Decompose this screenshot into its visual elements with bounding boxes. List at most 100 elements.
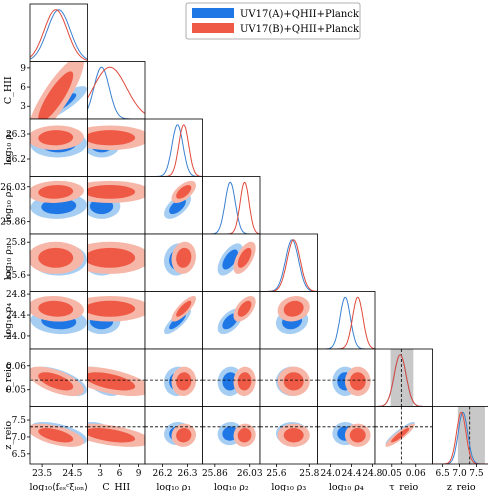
panel-4-3 [202, 234, 260, 292]
x-tick-label: 26.3 [177, 469, 197, 479]
contour-b-68 [237, 247, 252, 268]
panel-4-0 [30, 234, 88, 292]
y-axis-label--reio: τ_reio [3, 363, 14, 392]
x-tick-label: 24.5 [62, 469, 82, 479]
panel-bg [145, 119, 203, 177]
y-tick-label: 25.86 [0, 218, 26, 228]
marginal-b [145, 124, 203, 177]
corner-plot-panels: 23.5 24.5 log₁₀⟨fₑₛᶜξᵢₒₙ⟩ 3 6 9 C_HII 26.2 26.3 l… [0, 3, 488, 491]
y-tick-label: 25.8 [6, 238, 26, 248]
marginal-b [30, 9, 88, 61]
panel-frame [432, 406, 488, 465]
contour-b-68 [38, 372, 74, 391]
legend-swatch-series-a [192, 8, 234, 18]
contour-b-68 [87, 300, 136, 317]
contour-b-68 [283, 428, 304, 443]
x-axis-label--reio: τ_reio [389, 482, 418, 491]
panel-7-1 [87, 406, 145, 464]
y-tick-label: 24.8 [6, 290, 26, 300]
contour-b-68 [237, 300, 252, 317]
contour-b-68 [38, 130, 74, 146]
legend-swatch-series-b [192, 23, 234, 33]
contour-b-68 [87, 185, 136, 199]
contour-b-68 [38, 428, 74, 443]
contour-b-68 [176, 428, 192, 443]
y-tick-label: 24.4 [6, 311, 26, 321]
y-tick-label: 7.5 [12, 416, 27, 426]
y-tick-label: 7.0 [12, 433, 27, 443]
contour-b-68 [87, 428, 136, 443]
contour-a-68 [222, 249, 239, 270]
panel-7-7 [432, 406, 488, 464]
panel-2-1 [87, 119, 145, 177]
panel-3-1 [87, 176, 145, 234]
panel-7-3 [202, 406, 260, 464]
panel-6-3 [202, 349, 260, 407]
x-axis-label-log-: log₁₀ ρ₄ [329, 482, 364, 491]
marginal-b [202, 181, 260, 234]
panel-5-5 [317, 291, 375, 349]
y-tick-label: 9 [20, 64, 26, 74]
x-tick-label: 3 [97, 469, 103, 479]
panel-6-5 [317, 349, 375, 407]
contour-b-68 [349, 372, 366, 391]
x-axis-label-log-f-: log₁₀⟨fₑₛᶜξᵢₒₙ⟩ [30, 482, 88, 491]
panel-4-4 [260, 234, 318, 292]
panel-1-0 [30, 61, 88, 119]
marginal-b [87, 66, 145, 114]
contour-b-68 [349, 428, 366, 443]
panel-7-6 [375, 406, 433, 464]
y-axis-label-log-: log₁₀ ρ₄ [3, 303, 14, 338]
panel-2-2 [145, 119, 203, 177]
contour-b-68 [87, 372, 136, 391]
contour-b-68 [38, 185, 74, 199]
panel-bg [317, 291, 375, 349]
y-tick-label: 6 [20, 83, 26, 93]
panel-7-4 [260, 406, 318, 464]
x-tick-label: 25.86 [202, 469, 228, 479]
panel-5-1 [87, 291, 145, 349]
x-axis-label-z-reio: z_reio [447, 482, 476, 491]
contour-b-68 [87, 130, 136, 146]
y-tick-label: 24.0 [6, 332, 26, 342]
marginal-a [145, 124, 203, 177]
panel-2-0 [30, 119, 88, 177]
x-tick-label: 24.0 [321, 469, 341, 479]
y-tick-label: 0.05 [6, 386, 26, 396]
x-tick-label: 24.8 [362, 469, 382, 479]
contour-b-68 [176, 185, 192, 199]
panel-bg [260, 234, 318, 292]
panel-6-0 [30, 349, 88, 407]
panel-5-3 [202, 291, 260, 349]
legend-label-series-b: UV17(B)+QHII+Planck [240, 24, 360, 35]
panel-5-2 [145, 291, 203, 349]
panel-bg [30, 4, 88, 62]
y-axis-label-log-: log₁₀ ρ₂ [3, 188, 14, 223]
x-tick-label: 23.5 [32, 469, 52, 479]
contour-b-68 [38, 247, 74, 268]
x-axis-label-c-hii: C_HII [102, 482, 130, 491]
panel-6-1 [87, 349, 145, 407]
panel-3-0 [30, 176, 88, 234]
x-axis-label-log-: log₁₀ ρ₃ [271, 482, 306, 491]
contour-b-68 [176, 247, 192, 268]
legend: UV17(A)+QHII+Planck UV17(B)+QHII+Planck [185, 2, 361, 40]
panel-7-2 [145, 406, 203, 464]
panel-bg [202, 176, 260, 234]
x-tick-label: 0.05 [382, 469, 402, 479]
contour-b-68 [237, 428, 252, 443]
panel-7-5 [317, 406, 375, 464]
panel-6-2 [145, 349, 203, 407]
x-axis-label-log-: log₁₀ ρ₂ [214, 482, 249, 491]
contour-b-68 [283, 372, 304, 391]
marginal-b [317, 296, 375, 349]
panel-0-0 [30, 4, 88, 62]
y-axis-label-z-reio: z_reio [3, 421, 14, 450]
y-tick-label: 26.03 [0, 183, 26, 193]
panel-5-4 [260, 291, 318, 349]
x-tick-label: 26.2 [152, 469, 172, 479]
y-tick-label: 0.06 [6, 362, 26, 372]
y-tick-label: 3 [20, 102, 26, 112]
contour-a-68 [169, 198, 186, 215]
